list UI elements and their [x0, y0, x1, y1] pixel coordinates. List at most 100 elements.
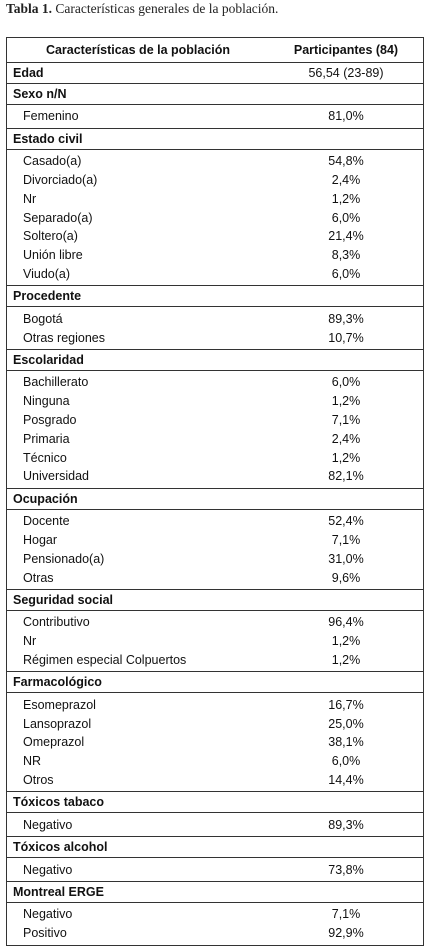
section-title-row: Tóxicos alcohol: [7, 837, 423, 859]
section: Tóxicos tabaco Negativo 89,3%: [7, 792, 423, 838]
data-row: Técnico 1,2%: [7, 448, 423, 467]
data-row: Negativo 73,8%: [7, 860, 423, 879]
row-label: Casado(a): [23, 154, 82, 169]
section-rows: Negativo 7,1% Positivo 92,9%: [7, 903, 423, 945]
section-title: Sexo n/N: [13, 87, 67, 101]
section-rows: Bachillerato 6,0% Ninguna 1,2% Posgrado 7,1% P…: [7, 371, 423, 488]
row-value: 52,4%: [328, 514, 364, 529]
row-label: Otros: [23, 772, 54, 787]
row-value: 9,6%: [331, 570, 361, 585]
caption-label: Tabla 1.: [6, 1, 53, 16]
row-value: 54,8%: [328, 154, 364, 169]
section-title: Ocupación: [13, 491, 78, 506]
data-row: Ninguna 1,2%: [7, 392, 423, 411]
data-row: Primaria 2,4%: [7, 429, 423, 448]
row-value: 6,0%: [331, 210, 361, 225]
row-value: 89,3%: [328, 311, 364, 326]
row-label: Divorciado(a): [23, 172, 98, 187]
data-row: Viudo(a) 6,0%: [7, 265, 423, 284]
row-label: Negativo: [23, 817, 73, 832]
row-label: Lansoprazol: [23, 716, 92, 731]
data-row: Otras regiones 10,7%: [7, 328, 423, 347]
row-value: 10,7%: [328, 330, 364, 345]
row-label: Universidad: [23, 469, 90, 484]
data-row: Femenino 81,0%: [7, 107, 423, 126]
row-value: 89,3%: [328, 817, 364, 832]
section: Sexo n/N Femenino 81,0%: [7, 84, 423, 129]
section-title: Farmacológico: [13, 675, 102, 690]
row-value: 2,4%: [331, 172, 361, 187]
section-title-row: Escolaridad: [7, 350, 423, 371]
data-row: NR 6,0%: [7, 752, 423, 771]
section-rows: Negativo 73,8%: [7, 858, 423, 881]
row-label: NR: [23, 754, 42, 769]
row-label: Viudo(a): [23, 266, 71, 281]
row-value: 1,2%: [331, 652, 361, 667]
section-rows: Esomeprazol 16,7% Lansoprazol 25,0% Omeprazo…: [7, 693, 423, 791]
section-title: Escolaridad: [13, 352, 84, 367]
data-row: Nr 1,2%: [7, 632, 423, 651]
row-label: Soltero(a): [23, 229, 78, 244]
data-row: Otras 9,6%: [7, 568, 423, 587]
section-title: Tóxicos tabaco: [13, 795, 104, 810]
data-row: Bogotá 89,3%: [7, 309, 423, 328]
data-row: Omeprazol 38,1%: [7, 733, 423, 752]
row-label: Separado(a): [23, 210, 93, 225]
row-label: Otras: [23, 570, 54, 585]
data-row: Pensionado(a) 31,0%: [7, 549, 423, 568]
section-title: Estado civil: [13, 131, 83, 146]
section: Ocupación Docente 52,4% Hogar 7,1% Pensionado…: [7, 489, 423, 590]
row-label: Negativo: [23, 862, 73, 877]
data-row: Lansoprazol 25,0%: [7, 714, 423, 733]
header-row: Características de la población Particip…: [7, 38, 423, 63]
section-rows: Bogotá 89,3% Otras regiones 10,7%: [7, 307, 423, 349]
row-value: 25,0%: [328, 716, 364, 731]
row-value: 6,0%: [331, 754, 361, 769]
section-rows: Casado(a) 54,8% Divorciado(a) 2,4% Nr 1,2% Sep…: [7, 150, 423, 286]
section-title-row: Seguridad social: [7, 590, 423, 611]
row-value: 73,8%: [328, 862, 364, 877]
section-title: Tóxicos alcohol: [13, 840, 108, 855]
row-value: 16,7%: [328, 697, 364, 712]
row-value: 1,2%: [331, 450, 361, 465]
section-rows: Negativo 89,3%: [7, 813, 423, 836]
data-row: Bachillerato 6,0%: [7, 373, 423, 392]
data-row: Negativo 89,3%: [7, 815, 423, 834]
row-value: 21,4%: [328, 229, 364, 244]
row-value: 1,2%: [331, 634, 361, 649]
caption: Tabla 1. Características generales de la…: [6, 1, 278, 17]
row-label: Régimen especial Colpuertos: [23, 652, 187, 667]
row-label: Docente: [23, 514, 70, 529]
table: Características de la población Particip…: [6, 37, 424, 946]
row-label: Nr: [23, 191, 37, 206]
section-title-row: Ocupación: [7, 489, 423, 510]
row-label: Ninguna: [23, 394, 70, 409]
section-title-row: Farmacológico: [7, 672, 423, 694]
section-rows: Femenino 81,0%: [7, 105, 423, 128]
row-value: 7,1%: [331, 907, 361, 922]
section-title: Edad: [13, 66, 44, 80]
row-value: 92,9%: [328, 926, 364, 941]
section-rows: Docente 52,4% Hogar 7,1% Pensionado(a) 31,0% O…: [7, 510, 423, 589]
row-value: 7,1%: [331, 532, 361, 547]
row-value: 6,0%: [331, 266, 361, 281]
caption-text: Características generales de la població…: [55, 1, 279, 16]
section: Procedente Bogotá 89,3% Otras regiones 10,7%: [7, 286, 423, 350]
row-label: Pensionado(a): [23, 551, 105, 566]
section: Montreal ERGE Negativo 7,1% Positivo 92,9%: [7, 882, 423, 945]
section: Estado civil Casado(a) 54,8% Divorciado(a) 2…: [7, 129, 423, 287]
row-label: Primaria: [23, 431, 70, 446]
row-value: 6,0%: [331, 375, 361, 390]
section-title-row: Sexo n/N: [7, 84, 423, 105]
data-row: Nr 1,2%: [7, 189, 423, 208]
row-value: 14,4%: [328, 772, 364, 787]
data-row: Régimen especial Colpuertos 1,2%: [7, 651, 423, 670]
row-label: Nr: [23, 634, 37, 649]
row-value: 8,3%: [331, 248, 361, 263]
section: Tóxicos alcohol Negativo 73,8%: [7, 837, 423, 882]
row-label: Negativo: [23, 907, 73, 922]
data-row: Casado(a) 54,8%: [7, 152, 423, 171]
row-label: Femenino: [23, 109, 79, 124]
section-title-row: Estado civil: [7, 129, 423, 150]
row-label: Otras regiones: [23, 330, 105, 345]
